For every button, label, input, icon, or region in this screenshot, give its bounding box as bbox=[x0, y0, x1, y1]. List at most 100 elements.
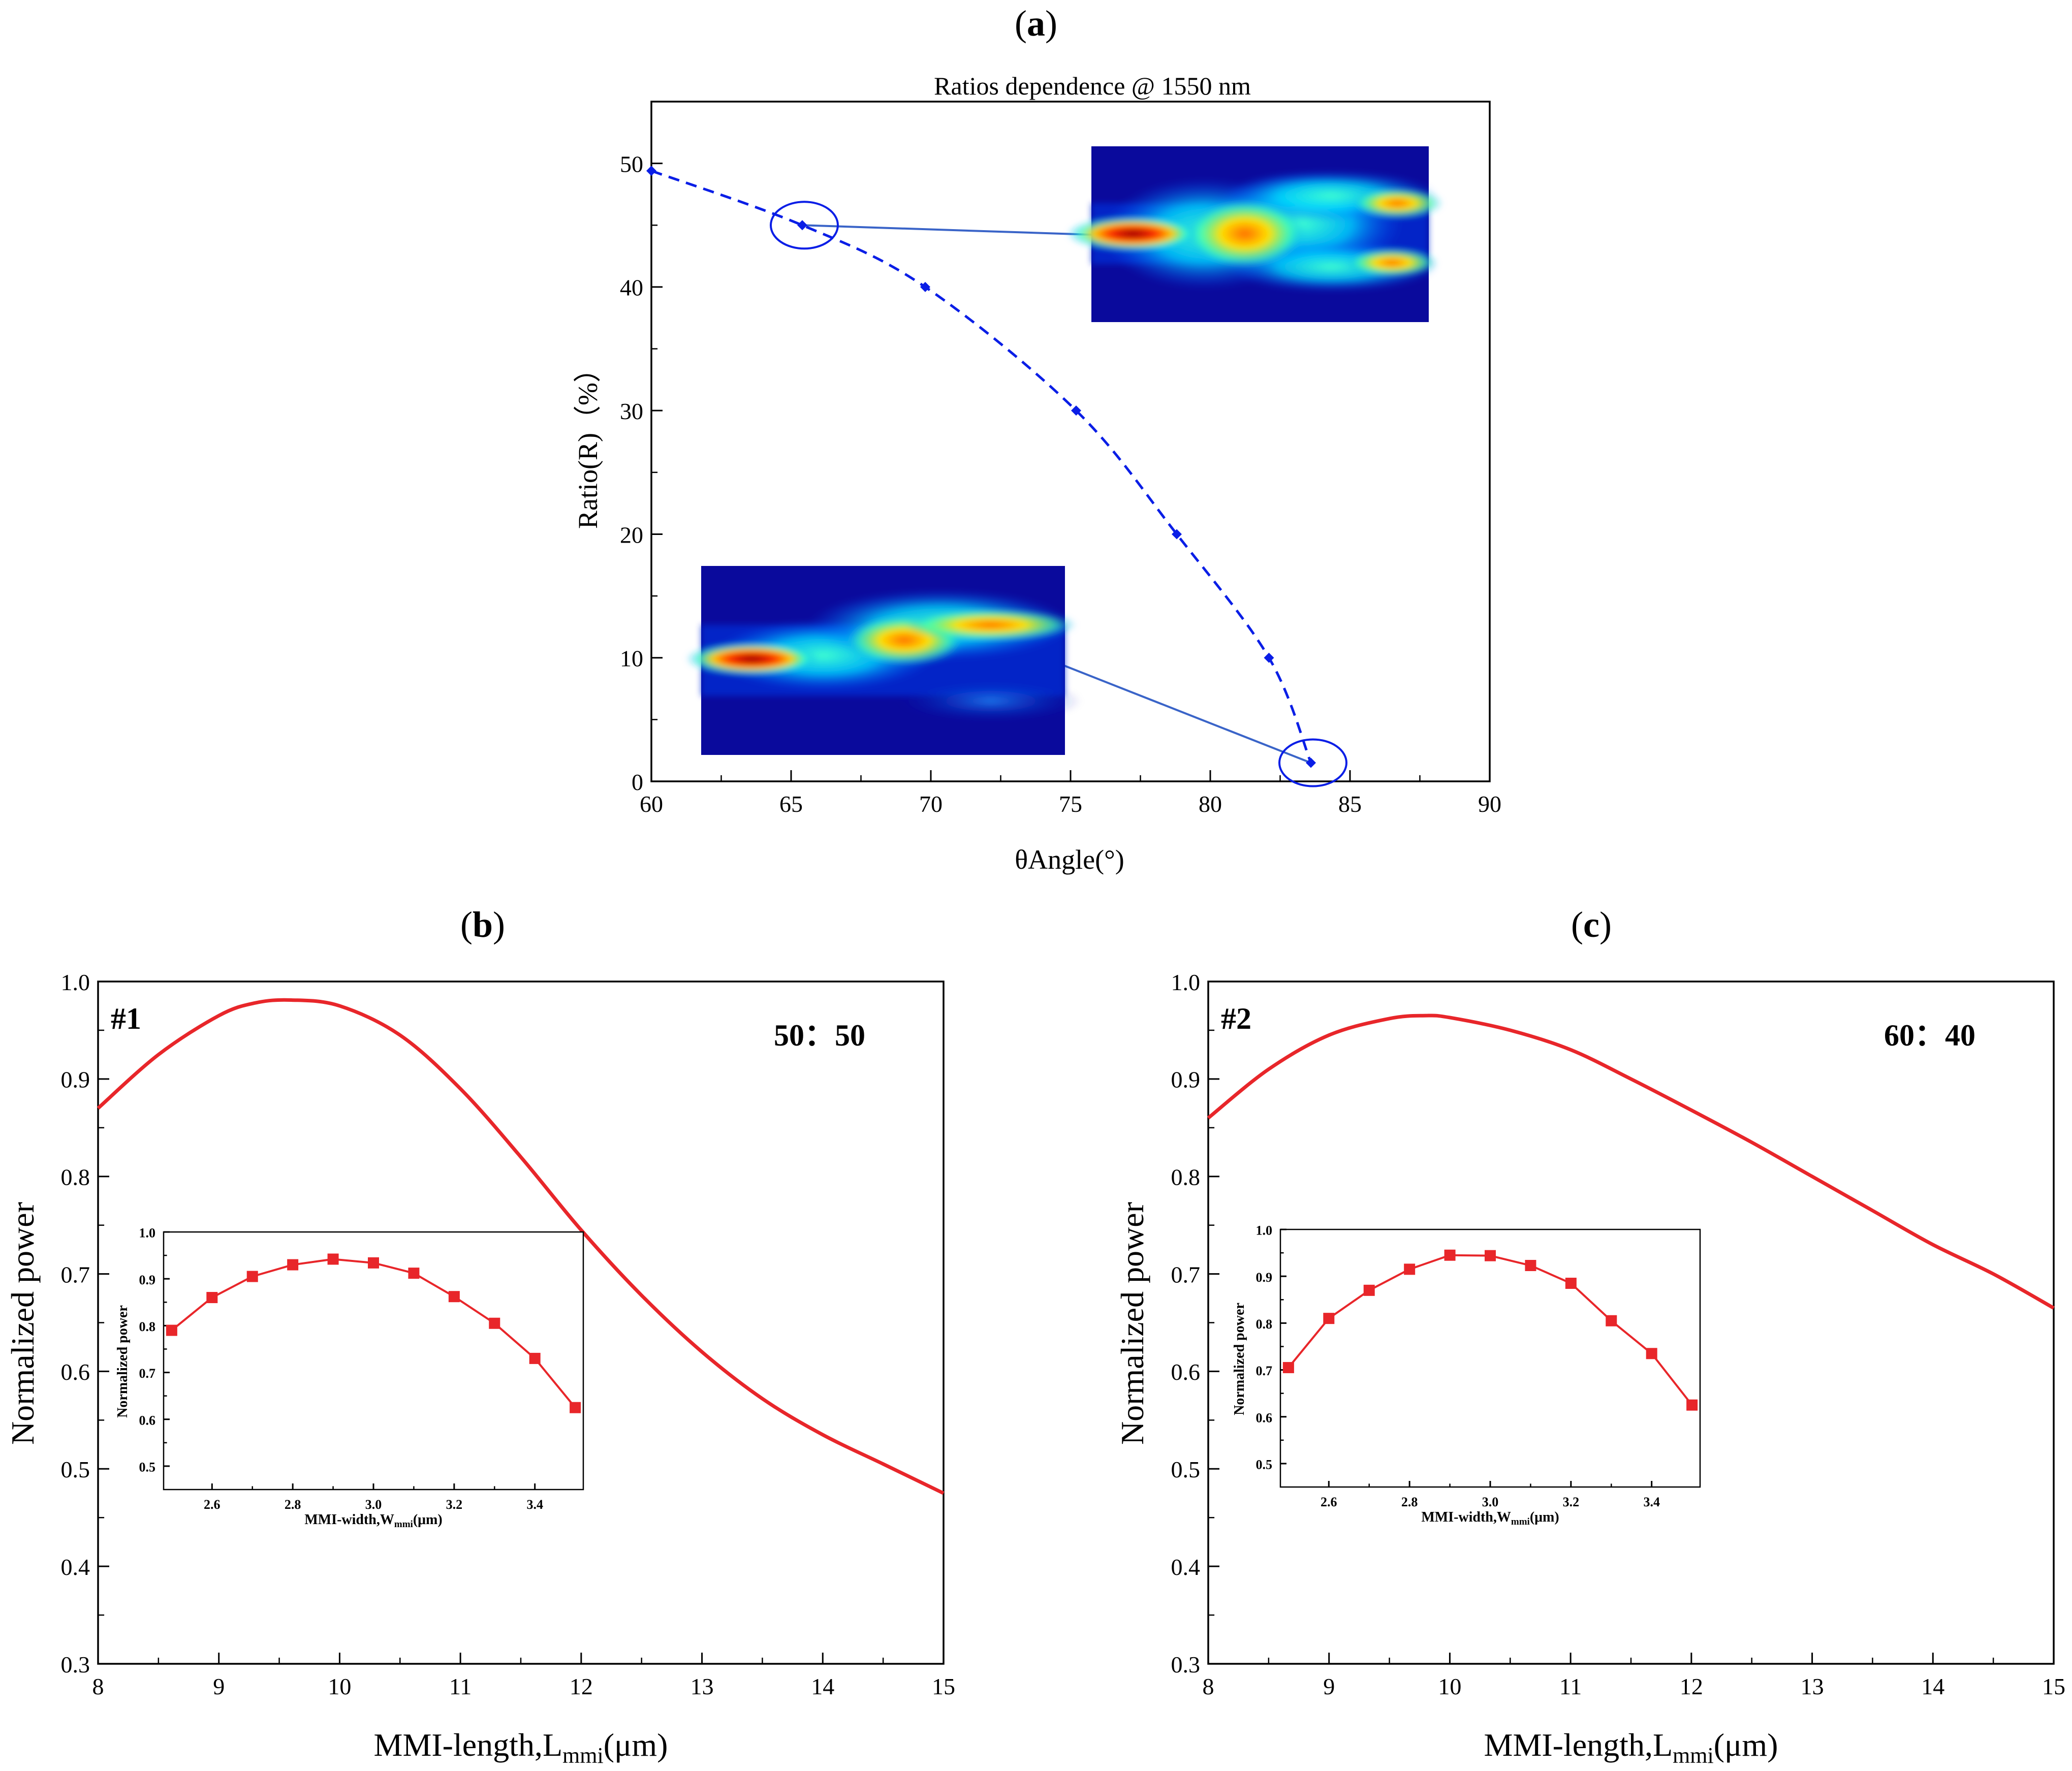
series-point bbox=[797, 220, 807, 231]
axis-ticks-b: 8 9 10 11 12 13 14 15 0.3 0.4 0.5 0.6 0.7 0.8 0.9 1.0 bbox=[61, 969, 956, 1699]
inset-y-axis-label-c: Normalized power bbox=[1232, 1303, 1247, 1415]
panel-label-c: (c) bbox=[1571, 904, 1612, 945]
series-point bbox=[920, 281, 930, 292]
inset-series-point bbox=[166, 1324, 177, 1336]
c-y-tick-label: 0.6 bbox=[1171, 1359, 1201, 1385]
c-y-tick-label: 1.0 bbox=[1171, 969, 1201, 995]
c-y-tick-label: 0.5 bbox=[1171, 1457, 1201, 1482]
inset-series-point bbox=[448, 1291, 460, 1303]
panel-b: (b) 8 9 10 11 12 13 14 15 0.3 0.4 0.5 0.6 0.7 0.8 0.9 1… bbox=[5, 904, 955, 1768]
c-x-tick-label: 12 bbox=[1680, 1673, 1703, 1699]
y-axis-label-b: Normalized power bbox=[5, 1202, 41, 1445]
panel-label-a: (a) bbox=[1015, 3, 1057, 44]
inset-series-point bbox=[1565, 1278, 1577, 1289]
inset-series-point bbox=[489, 1317, 500, 1329]
inset-series-point bbox=[368, 1257, 379, 1269]
a-x-tick-label: 70 bbox=[919, 791, 943, 817]
c-x-tick-label: 8 bbox=[1203, 1673, 1214, 1699]
c-x-tick-label: 10 bbox=[1438, 1673, 1461, 1699]
b-inset-y-tick-label: 1.0 bbox=[139, 1226, 156, 1241]
a-x-tick-label: 60 bbox=[640, 791, 663, 817]
b-y-tick-label: 0.7 bbox=[61, 1261, 90, 1287]
c-y-tick-label: 0.7 bbox=[1171, 1261, 1201, 1287]
a-x-tick-label: 80 bbox=[1199, 791, 1222, 817]
a-y-tick-label: 20 bbox=[620, 522, 643, 548]
inset-y-axis-label-b: Normalized power bbox=[115, 1305, 131, 1418]
b-x-tick-label: 8 bbox=[92, 1673, 104, 1699]
c-inset-y-tick-label: 0.6 bbox=[1256, 1410, 1273, 1425]
b-inset-x-tick-label: 2.6 bbox=[204, 1497, 221, 1512]
inset-x-axis-label-c: MMI-width,Wmmi(μm) bbox=[1421, 1509, 1559, 1527]
series-c bbox=[1207, 1014, 2055, 1310]
b-inset-y-tick-label: 0.9 bbox=[139, 1273, 156, 1287]
inset-bg-c bbox=[1280, 1229, 1700, 1487]
series-point bbox=[1306, 757, 1316, 768]
leader-lines-a bbox=[802, 224, 1311, 764]
inset-series-point bbox=[1444, 1249, 1456, 1261]
inset-series-point bbox=[1686, 1399, 1698, 1411]
b-x-tick-label: 12 bbox=[570, 1673, 593, 1699]
inset-series-point bbox=[529, 1352, 541, 1364]
c-y-tick-label: 0.8 bbox=[1171, 1164, 1201, 1190]
series-a bbox=[646, 166, 1347, 787]
highlight-ellipse bbox=[770, 201, 839, 250]
c-y-tick-label: 0.9 bbox=[1171, 1067, 1201, 1093]
b-x-tick-label: 14 bbox=[811, 1673, 834, 1699]
inset-x-axis-label-b: MMI-width,Wmmi(μm) bbox=[304, 1512, 442, 1530]
panel-c: (c) 8 9 10 11 12 13 14 15 0.3 0.4 0.5 0.6 0.7 0.8 0.9 1… bbox=[1114, 904, 2065, 1768]
inset-series-point bbox=[246, 1271, 258, 1282]
series-point bbox=[1071, 405, 1081, 416]
a-x-tick-label: 90 bbox=[1478, 791, 1501, 817]
b-inset-y-tick-label: 0.5 bbox=[139, 1460, 156, 1475]
panel-label-b: (b) bbox=[460, 904, 505, 945]
c-y-tick-label: 0.4 bbox=[1171, 1554, 1201, 1580]
b-inset-x-tick-label: 3.2 bbox=[446, 1497, 463, 1512]
series-point bbox=[646, 166, 656, 176]
inset-series-b bbox=[166, 1253, 581, 1413]
inset-axis-ticks-b: 2.6 2.8 3.0 3.2 3.4 0.5 0.6 0.7 0.8 0.9 1.0 bbox=[139, 1226, 543, 1512]
inset-series-point bbox=[570, 1402, 581, 1413]
b-inset-y-tick-label: 0.6 bbox=[139, 1413, 156, 1428]
b-x-tick-label: 9 bbox=[213, 1673, 225, 1699]
c-inset-y-tick-label: 0.8 bbox=[1256, 1317, 1273, 1332]
inset-series-point bbox=[1323, 1313, 1335, 1324]
series-point bbox=[1264, 652, 1274, 663]
ratio-label-b: 50：50 bbox=[774, 1019, 865, 1052]
inset-series-point bbox=[1485, 1250, 1496, 1261]
a-x-tick-label: 85 bbox=[1338, 791, 1362, 817]
b-y-tick-label: 0.5 bbox=[61, 1457, 90, 1482]
inset-series-point bbox=[1525, 1259, 1536, 1271]
b-y-tick-label: 0.9 bbox=[61, 1067, 90, 1093]
a-y-tick-label: 40 bbox=[620, 275, 643, 301]
b-y-tick-label: 1.0 bbox=[61, 969, 90, 995]
inset-series-c bbox=[1282, 1249, 1698, 1411]
y-axis-label-c: Normalized power bbox=[1114, 1202, 1150, 1445]
leader-line bbox=[802, 224, 1093, 236]
series-point bbox=[1172, 529, 1182, 540]
b-y-tick-label: 0.8 bbox=[61, 1164, 90, 1190]
inset-field-top bbox=[1067, 146, 1443, 322]
annotation-id-c: #2 bbox=[1221, 1002, 1251, 1035]
axis-ticks-a: 60 65 70 75 80 85 90 0 10 20 30 40 50 bbox=[620, 151, 1501, 817]
a-x-tick-label: 75 bbox=[1059, 791, 1082, 817]
c-inset-y-tick-label: 0.5 bbox=[1256, 1458, 1273, 1472]
c-inset-y-tick-label: 1.0 bbox=[1256, 1223, 1273, 1238]
c-inset-x-tick-label: 2.6 bbox=[1321, 1495, 1337, 1509]
inset-series-point bbox=[1404, 1263, 1416, 1275]
c-x-tick-label: 11 bbox=[1559, 1673, 1582, 1699]
inset-series-point bbox=[1606, 1315, 1617, 1326]
chart-title-a: Ratios dependence @ 1550 nm bbox=[934, 72, 1251, 100]
inset-series-point bbox=[287, 1259, 299, 1271]
c-x-tick-label: 9 bbox=[1323, 1673, 1335, 1699]
axis-ticks-c: 8 9 10 11 12 13 14 15 0.3 0.4 0.5 0.6 0.7 0.8 0.9 1.0 bbox=[1171, 969, 2066, 1699]
b-y-tick-label: 0.6 bbox=[61, 1359, 90, 1385]
inset-axis-ticks-c: 2.6 2.8 3.0 3.2 3.4 0.5 0.6 0.7 0.8 0.9 1.0 bbox=[1256, 1223, 1660, 1509]
c-y-tick-label: 0.3 bbox=[1171, 1652, 1201, 1678]
panel-a: (a) Ratios dependence @ 1550 nm 60 65 70 75… bbox=[573, 3, 1501, 875]
highlight-ellipse bbox=[1278, 738, 1347, 787]
b-x-tick-label: 11 bbox=[449, 1673, 472, 1699]
inset-series-point bbox=[1282, 1362, 1294, 1373]
a-y-tick-label: 30 bbox=[620, 398, 643, 424]
annotation-id-b: #1 bbox=[111, 1002, 141, 1035]
